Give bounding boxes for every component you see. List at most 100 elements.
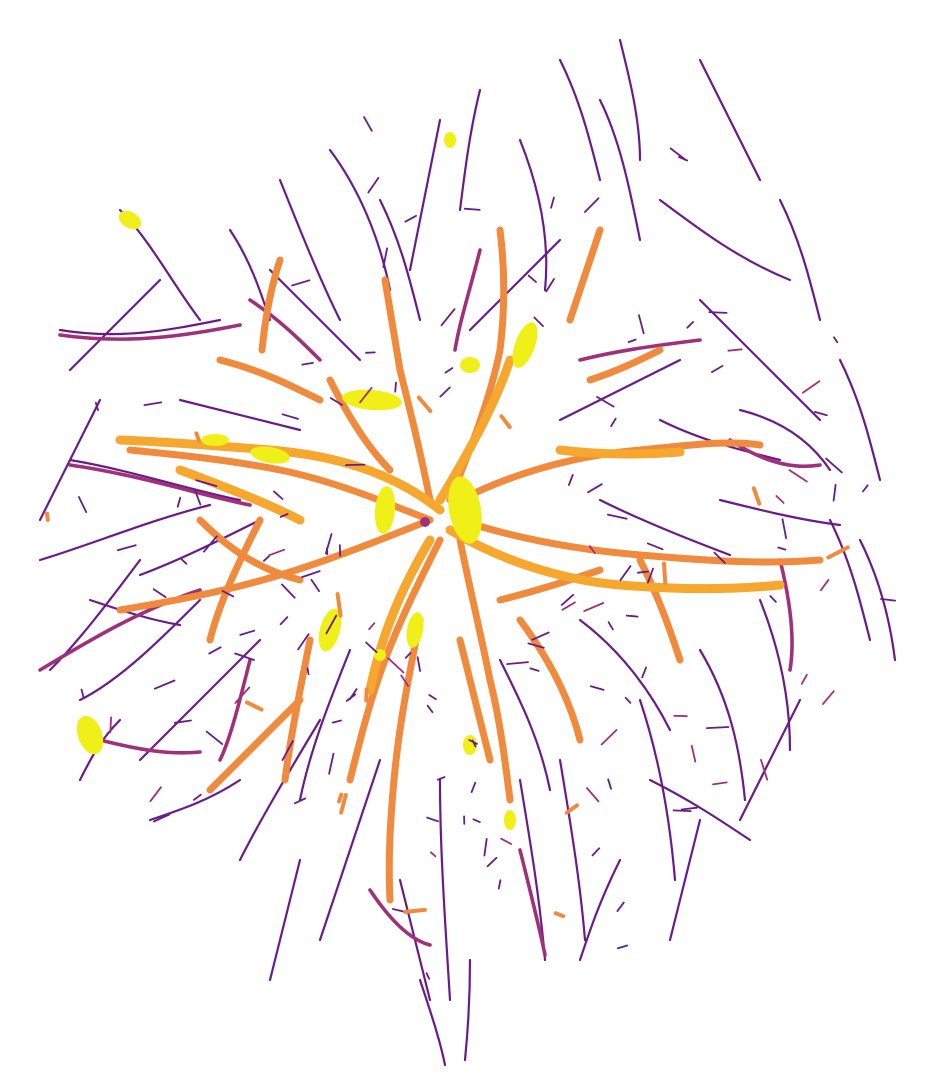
thin-vessel [138, 518, 262, 577]
vessel-fragment [281, 413, 299, 420]
vessel-fragment [387, 657, 405, 674]
thin-vessel [68, 278, 162, 372]
vessel-fragment [690, 744, 697, 763]
vessel-fragment [279, 513, 289, 518]
thin-vessel [718, 498, 842, 527]
thin-vessel [658, 198, 792, 282]
large-vessel [586, 346, 664, 384]
vessel-fragment [533, 316, 544, 327]
vessel-fragment [339, 793, 348, 815]
vessel-fragment [472, 818, 481, 823]
vessel-fragment [403, 907, 427, 914]
thin-vessel [408, 118, 442, 272]
vessel-fragment [607, 513, 628, 520]
vessel-fragment [152, 813, 171, 823]
vessel-fragment [545, 278, 555, 293]
vessel-fragment [822, 690, 835, 705]
bright-patch [76, 715, 104, 755]
thin-vessel [378, 198, 422, 322]
vessel-fragment [624, 696, 632, 704]
thin-vessel [738, 408, 832, 472]
bright-patch [201, 434, 229, 446]
vessel-fragment [404, 652, 412, 659]
large-vessel [496, 566, 604, 604]
vessel-fragment [680, 806, 698, 811]
vessel-fragment [788, 469, 808, 483]
vessel-fragment [337, 792, 344, 804]
vessel-fragment [637, 570, 650, 574]
vessel-fragment [291, 279, 311, 287]
large-vessel [381, 276, 434, 504]
thin-vessel [648, 778, 752, 842]
thin-vessel [598, 498, 732, 557]
vessel-fragment [365, 641, 378, 654]
thin-vessel [758, 598, 792, 752]
vessel-fragment [400, 674, 410, 687]
major-vessel [445, 525, 785, 594]
major-vessel [175, 465, 305, 525]
thin-vessel [418, 978, 447, 1067]
vessel-fragment [616, 901, 625, 912]
vessel-fragment [430, 851, 437, 858]
thin-vessel [78, 598, 202, 702]
vessel-fragment [625, 614, 639, 618]
vessel-fragment [553, 911, 566, 919]
major-vessel [435, 355, 515, 505]
vessel-fragment [607, 778, 612, 790]
vessel-fragment [647, 567, 654, 584]
vessel-fragment [444, 367, 454, 374]
vessel-fragment [335, 592, 343, 618]
vessel-fragment [208, 646, 222, 655]
vessel-fragment [500, 837, 513, 845]
vessel-fragment [331, 719, 342, 724]
thin-vessel [458, 88, 482, 212]
vessel-fragment [281, 740, 294, 761]
vessel-fragment [531, 631, 550, 641]
bright-patch [463, 735, 477, 755]
thin-vessel [298, 648, 352, 802]
large-vessel [636, 556, 684, 664]
small-vessel [368, 888, 432, 947]
vessel-fragment [800, 673, 808, 685]
vessel-fragment [527, 642, 545, 649]
thin-vessel [268, 858, 302, 982]
vessel-fragment [80, 688, 85, 700]
thin-vessel [438, 778, 452, 1002]
vessel-fragment [486, 856, 498, 868]
thin-vessel [558, 358, 682, 422]
vessel-fragment [775, 495, 785, 504]
vessel-fragment [760, 759, 769, 781]
vessel-fragment [590, 685, 605, 691]
bright-patch [318, 608, 342, 652]
vessel-fragment [561, 601, 576, 611]
vessel-fragment [583, 602, 605, 612]
vessel-fragment [672, 809, 692, 812]
vessel-fragment [268, 548, 286, 557]
vessel-fragment [527, 274, 537, 283]
vessel-fragment [820, 578, 830, 592]
vessel-fragment [801, 380, 821, 394]
thin-vessel [318, 758, 382, 942]
thin-vessel [638, 698, 677, 882]
vessel-fragment [610, 417, 617, 428]
vessel-fragment [616, 944, 629, 950]
thin-vessel [38, 398, 102, 522]
thin-vessel [268, 268, 362, 362]
large-vessel [281, 636, 314, 784]
large-vessel [258, 256, 284, 354]
vessel-fragment [568, 473, 574, 486]
bright-patch [448, 476, 482, 544]
thin-vessel [618, 38, 642, 162]
vessel-fragment [638, 314, 645, 335]
thin-vessel [598, 98, 642, 242]
vessel-fragment [78, 496, 88, 513]
bright-patch [460, 357, 480, 373]
vessel-fragment [152, 588, 167, 598]
vessel-fragment [712, 781, 728, 786]
vessel-fragment [245, 700, 264, 712]
thin-vessel [738, 698, 802, 822]
thin-vessel [828, 518, 872, 642]
vessel-fragment [45, 511, 50, 522]
major-vessel [555, 445, 685, 459]
vessel-fragment [706, 726, 730, 729]
